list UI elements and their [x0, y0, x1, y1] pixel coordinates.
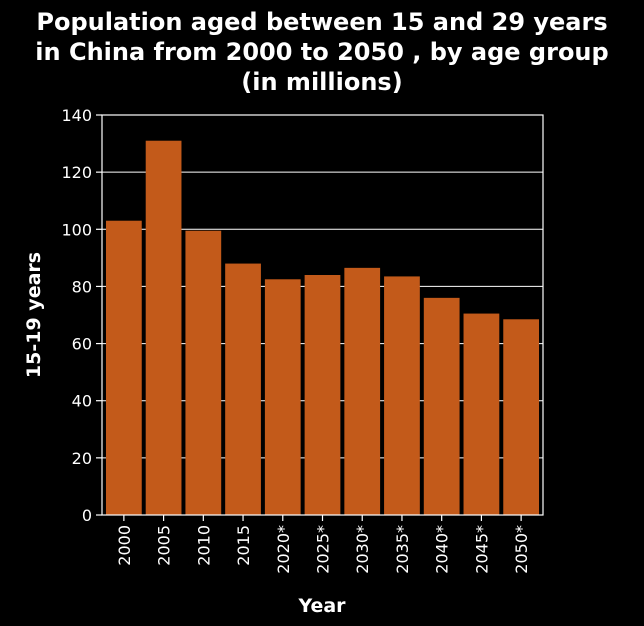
bar-2005: [145, 140, 182, 515]
x-tick-label: 2020*: [274, 525, 293, 574]
bar-2045-projected: [463, 313, 500, 515]
x-axis-title: Year: [297, 595, 346, 617]
bars: [105, 140, 540, 515]
chart-title-line-1: Population aged between 15 and 29 years: [36, 8, 607, 36]
bar-2040-projected: [423, 297, 460, 515]
chart-title-line-2: in China from 2000 to 2050 , by age grou…: [35, 38, 608, 66]
y-tick-label: 80: [72, 277, 92, 296]
x-tick-label: 2005: [155, 525, 174, 566]
x-tick-label: 2010: [194, 525, 213, 566]
y-tick-label: 140: [61, 106, 92, 125]
bar-2000: [105, 220, 142, 515]
bar-2050-projected: [503, 319, 540, 515]
y-axis-title: 15-19 years: [23, 252, 45, 378]
chart-title-line-3: (in millions): [241, 68, 402, 96]
y-tick-label: 40: [72, 392, 92, 411]
bar-2020-projected: [264, 279, 301, 515]
x-tick-label: 2035*: [393, 525, 412, 574]
y-tick-label: 100: [61, 220, 92, 239]
x-tick-label: 2050*: [512, 525, 531, 574]
bar-2035-projected: [384, 276, 420, 515]
y-tick-label: 60: [72, 335, 92, 354]
bar-2010: [185, 230, 222, 515]
x-tick-label: 2030*: [353, 525, 372, 574]
x-tick-label: 2040*: [433, 525, 452, 574]
y-tick-label: 20: [72, 449, 92, 468]
y-tick-label: 120: [61, 163, 92, 182]
bar-2015: [225, 263, 261, 515]
x-tick-label: 2045*: [472, 525, 491, 574]
y-axis: 0 20 40 60 80 100 120 140: [61, 106, 102, 525]
x-tick-label: 2015: [234, 525, 253, 566]
x-axis: 2000 2005 2010 2015 2020* 2025* 2030* 2035* 2040…: [115, 515, 531, 574]
x-tick-label: 2000: [115, 525, 134, 566]
x-tick-label: 2025*: [314, 525, 333, 574]
bar-2025-projected: [304, 275, 341, 515]
y-tick-label: 0: [82, 506, 92, 525]
bar-2030-projected: [344, 267, 381, 515]
